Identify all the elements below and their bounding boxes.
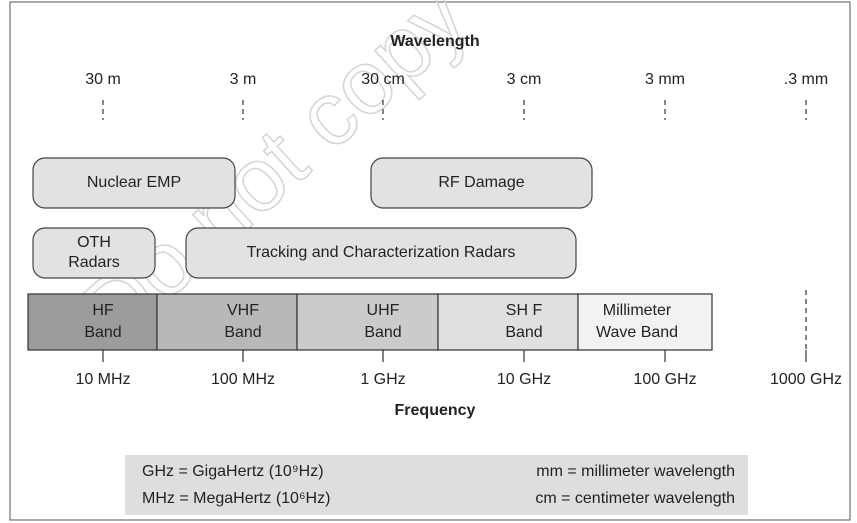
wavelength-label: 30 cm — [361, 71, 405, 88]
wavelength-label: 3 m — [230, 71, 257, 88]
legend-item: MHz = MegaHertz (10⁶Hz) — [142, 490, 330, 507]
band-label: Wave Band — [596, 324, 678, 341]
band-label: Millimeter — [603, 302, 672, 319]
wavelength-label: 3 mm — [645, 71, 685, 88]
region-label: Nuclear EMP — [87, 174, 181, 191]
band — [27, 293, 158, 351]
band-label: VHF — [227, 302, 259, 319]
band-label: Band — [224, 324, 261, 341]
region-label: Radars — [68, 254, 120, 271]
frequency-label: 1 GHz — [360, 371, 405, 388]
region-box — [370, 157, 593, 209]
frequency-label: 100 GHz — [633, 371, 696, 388]
frequency-label: 100 MHz — [211, 371, 275, 388]
region-box — [32, 157, 236, 209]
region-label: OTH — [77, 234, 111, 251]
region-label: Tracking and Characterization Radars — [247, 244, 516, 261]
legend-box — [125, 455, 748, 515]
band — [156, 293, 298, 351]
region-label: RF Damage — [438, 174, 524, 191]
band-label: HF — [92, 302, 114, 319]
title: Wavelength — [390, 33, 479, 50]
frequency-label: 10 MHz — [75, 371, 130, 388]
wavelength-label: .3 mm — [784, 71, 828, 88]
band-label: Band — [364, 324, 401, 341]
region-box — [185, 227, 577, 279]
band-label: SH F — [506, 302, 543, 319]
legend-item: mm = millimeter wavelength — [536, 463, 735, 480]
band-label: UHF — [367, 302, 400, 319]
band — [577, 293, 713, 351]
frequency-label: 1000 GHz — [770, 371, 842, 388]
legend-item: GHz = GigaHertz (10⁹Hz) — [142, 463, 324, 480]
region-box — [32, 227, 156, 279]
frequency-label: 10 GHz — [497, 371, 551, 388]
wavelength-label: 30 m — [85, 71, 121, 88]
axis-label: Frequency — [395, 402, 476, 419]
legend-item: cm = centimeter wavelength — [535, 490, 735, 507]
band — [296, 293, 439, 351]
wavelength-label: 3 cm — [507, 71, 542, 88]
band-label: Band — [84, 324, 121, 341]
band-label: Band — [505, 324, 542, 341]
content: 30 m 3 m 30 cm 3 cm 3 mm .3 mm Nuclear EMP RF D… — [27, 71, 842, 388]
